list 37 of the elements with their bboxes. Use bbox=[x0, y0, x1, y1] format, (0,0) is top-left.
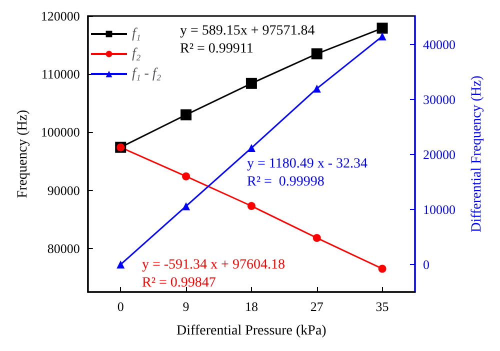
point bbox=[312, 84, 321, 93]
y-tick-label: 90000 bbox=[47, 182, 80, 198]
point bbox=[246, 78, 257, 89]
y-axis-title: Frequency (Hz) bbox=[16, 110, 30, 198]
y-tick-label: 120000 bbox=[40, 8, 80, 24]
x-tick-label: 18 bbox=[244, 299, 258, 314]
y2-tick-label: 20000 bbox=[423, 147, 456, 162]
y-tick-label: 110000 bbox=[41, 66, 80, 82]
point bbox=[378, 264, 386, 273]
annotation: y = 1180.49 x - 32.34 R² = 0.99998 bbox=[247, 156, 368, 190]
point bbox=[116, 260, 125, 269]
x-tick-label: 27 bbox=[310, 299, 324, 314]
y2-tick-label: 10000 bbox=[423, 202, 456, 218]
y2-tick-label: 30000 bbox=[423, 92, 456, 108]
point bbox=[182, 202, 190, 210]
point bbox=[247, 144, 256, 152]
point bbox=[182, 172, 190, 180]
point bbox=[378, 32, 386, 40]
x-tick-label: 0 bbox=[117, 299, 124, 314]
y2-tick-label: 0 bbox=[423, 257, 430, 272]
point bbox=[312, 234, 321, 242]
y-tick-label: 100000 bbox=[40, 124, 80, 140]
point bbox=[311, 48, 322, 60]
point bbox=[247, 202, 256, 210]
y2-axis-title: Differential Frequency (Hz) bbox=[470, 75, 484, 232]
x-tick-label: 9 bbox=[182, 299, 190, 314]
legend-label: f₂ bbox=[132, 46, 141, 62]
point bbox=[376, 22, 388, 34]
x-axis-title: Differential Pressure (kPa) bbox=[176, 324, 327, 338]
y-tick-label: 80000 bbox=[47, 240, 80, 256]
annotation: y = 589.15x + 97571.84 R² = 0.99911 bbox=[180, 24, 315, 56]
legend-label: f₁ - f₂ bbox=[132, 66, 162, 82]
y2-tick-label: 40000 bbox=[423, 37, 456, 52]
x-tick-label: 35 bbox=[376, 299, 389, 314]
legend-label: f₁ bbox=[132, 26, 141, 42]
point bbox=[180, 109, 192, 120]
annotation: y = -591.34 x + 97604.18 R² = 0.99847 bbox=[142, 258, 285, 290]
